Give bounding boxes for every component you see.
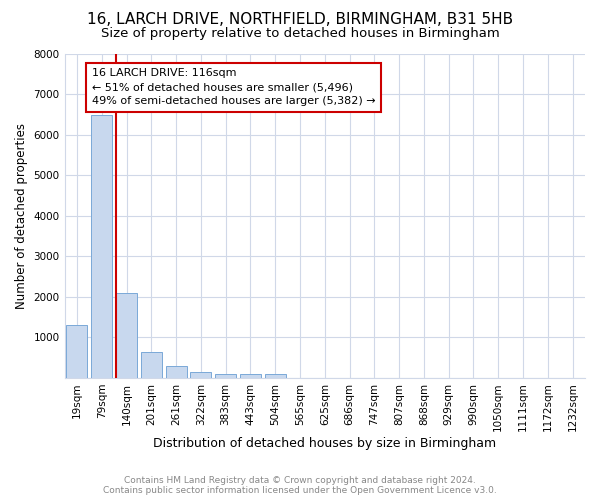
Text: 16, LARCH DRIVE, NORTHFIELD, BIRMINGHAM, B31 5HB: 16, LARCH DRIVE, NORTHFIELD, BIRMINGHAM,… — [87, 12, 513, 28]
Bar — [265, 374, 286, 378]
Bar — [215, 374, 236, 378]
Text: 16 LARCH DRIVE: 116sqm
← 51% of detached houses are smaller (5,496)
49% of semi-: 16 LARCH DRIVE: 116sqm ← 51% of detached… — [92, 68, 376, 106]
Bar — [91, 114, 112, 378]
Y-axis label: Number of detached properties: Number of detached properties — [15, 123, 28, 309]
Bar — [166, 366, 187, 378]
Bar — [67, 325, 88, 378]
Bar — [190, 372, 211, 378]
Bar — [116, 293, 137, 378]
Bar — [141, 352, 162, 378]
Text: Size of property relative to detached houses in Birmingham: Size of property relative to detached ho… — [101, 28, 499, 40]
Text: Contains HM Land Registry data © Crown copyright and database right 2024.
Contai: Contains HM Land Registry data © Crown c… — [103, 476, 497, 495]
Bar — [240, 374, 261, 378]
X-axis label: Distribution of detached houses by size in Birmingham: Distribution of detached houses by size … — [153, 437, 496, 450]
